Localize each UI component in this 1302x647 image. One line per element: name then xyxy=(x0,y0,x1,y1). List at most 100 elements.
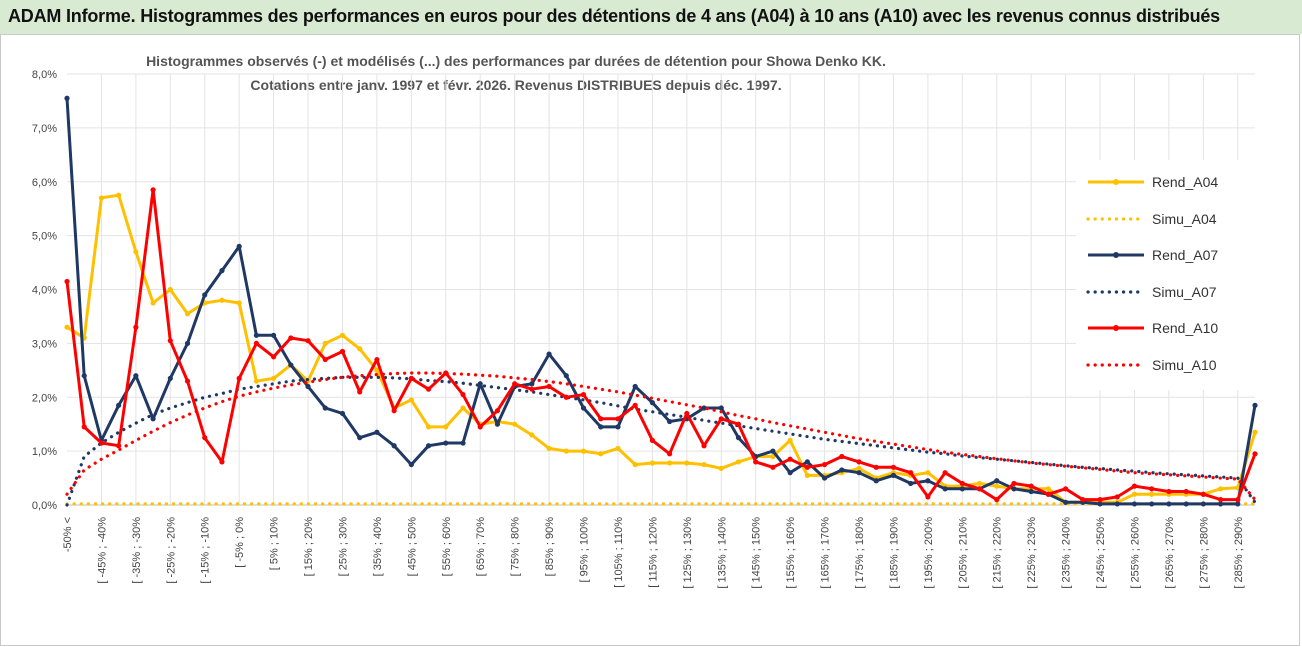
data-point-rend-a07 xyxy=(64,95,70,101)
data-point-rend-a07 xyxy=(735,435,742,441)
data-point-rend-a04 xyxy=(925,470,931,476)
data-point-rend-a04 xyxy=(649,460,655,466)
data-point-rend-a04 xyxy=(632,461,638,468)
data-point-rend-a04 xyxy=(253,378,259,384)
y-tick-label: 6,0% xyxy=(32,177,57,189)
data-point-rend-a10 xyxy=(856,459,862,465)
data-point-rend-a07 xyxy=(202,292,208,298)
data-point-rend-a07 xyxy=(873,478,879,484)
data-point-rend-a10 xyxy=(64,278,70,285)
data-point-rend-a04 xyxy=(735,459,742,465)
x-tick-label: [ 145% ; 150% xyxy=(751,517,763,589)
data-point-rend-a04 xyxy=(667,460,673,466)
data-point-rend-a10 xyxy=(994,497,1000,503)
data-point-rend-a07 xyxy=(925,478,931,484)
data-point-rend-a07 xyxy=(1114,501,1120,507)
x-tick-label: [ 105% ; 110% xyxy=(613,517,625,588)
data-point-rend-a10 xyxy=(81,424,87,430)
data-point-rend-a07 xyxy=(133,373,139,379)
data-point-rend-a10 xyxy=(959,480,965,487)
data-point-rend-a04 xyxy=(770,453,776,460)
data-point-rend-a10 xyxy=(718,416,724,422)
data-point-rend-a04 xyxy=(150,300,156,306)
x-tick-label: [ 175% ; 180% xyxy=(854,517,866,589)
legend-swatch-simu-a07 xyxy=(1086,289,1146,294)
data-point-rend-a04 xyxy=(184,311,191,317)
data-point-rend-a10 xyxy=(271,354,277,360)
data-point-rend-a10 xyxy=(339,348,346,355)
legend-swatch-rend-a04 xyxy=(1088,179,1144,185)
data-point-rend-a10 xyxy=(1183,488,1189,495)
x-tick-label: [ -45% ; -40% xyxy=(96,517,108,584)
data-point-rend-a10 xyxy=(942,470,948,476)
data-point-rend-a07 xyxy=(425,443,432,449)
data-point-rend-a10 xyxy=(236,375,242,381)
data-point-rend-a04 xyxy=(701,461,707,468)
data-point-rend-a07 xyxy=(649,400,655,406)
data-point-rend-a07 xyxy=(546,351,552,357)
x-tick-label: [ 225% ; 230% xyxy=(1026,517,1038,589)
data-point-rend-a07 xyxy=(1131,501,1138,507)
x-tick-label: [ -25% ; -20% xyxy=(165,517,177,584)
x-tick-label: [ 205% ; 210% xyxy=(957,517,969,589)
legend-label: Simu_A04 xyxy=(1152,210,1217,227)
data-point-rend-a10 xyxy=(133,324,139,330)
data-point-rend-a07 xyxy=(839,467,845,473)
x-tick-label: [ -15% ; -10% xyxy=(200,517,212,584)
x-tick-label: [ 95% ; 100% xyxy=(579,517,591,583)
x-tick-label: [ 35% ; 40% xyxy=(372,517,384,577)
data-point-rend-a07 xyxy=(167,375,173,381)
data-point-rend-a07 xyxy=(460,440,466,446)
x-tick-label: [ 65% ; 70% xyxy=(475,517,487,577)
data-point-rend-a04 xyxy=(976,480,983,487)
series-line-simu-a07 xyxy=(65,375,1257,507)
x-tick-label: [ 115% ; 120% xyxy=(647,517,659,588)
data-point-rend-a10 xyxy=(1131,483,1138,489)
data-point-rend-a04 xyxy=(219,297,225,303)
x-tick-label: [ 55% ; 60% xyxy=(441,517,453,577)
data-point-rend-a07 xyxy=(1200,501,1206,507)
y-tick-label: 8,0% xyxy=(32,69,57,81)
data-point-rend-a10 xyxy=(1045,491,1051,497)
y-tick-label: 5,0% xyxy=(32,231,57,243)
data-point-rend-a10 xyxy=(1252,451,1258,457)
data-point-rend-a07 xyxy=(1252,402,1258,408)
data-point-rend-a10 xyxy=(1200,491,1206,497)
data-point-rend-a07 xyxy=(271,332,277,338)
legend-label: Simu_A07 xyxy=(1152,283,1217,300)
data-point-rend-a07 xyxy=(959,486,965,492)
data-point-rend-a10 xyxy=(374,356,380,363)
data-point-rend-a10 xyxy=(253,340,259,346)
data-point-rend-a10 xyxy=(1114,494,1120,500)
data-point-rend-a07 xyxy=(1166,501,1172,507)
x-tick-label: [ 15% ; 20% xyxy=(303,517,315,577)
series-line-rend-a10 xyxy=(65,188,1257,502)
x-tick-label: [ -35% ; -30% xyxy=(131,517,143,584)
data-point-rend-a10 xyxy=(839,453,845,460)
x-tick-label: [ -5% ; 0% xyxy=(234,517,246,568)
x-tick-label: [ 255% ; 260% xyxy=(1129,517,1141,589)
data-point-rend-a04 xyxy=(1149,491,1155,497)
data-point-rend-a10 xyxy=(1217,497,1224,503)
series-line-rend-a04 xyxy=(66,193,1257,504)
data-point-rend-a07 xyxy=(942,486,948,492)
data-point-rend-a10 xyxy=(357,389,363,395)
data-point-rend-a07 xyxy=(580,405,587,411)
data-point-rend-a10 xyxy=(649,437,655,443)
data-point-rend-a04 xyxy=(357,346,363,352)
data-point-rend-a10 xyxy=(116,443,122,449)
x-tick-label: [ 135% ; 140% xyxy=(716,517,728,589)
data-point-rend-a04 xyxy=(116,192,122,198)
x-tick-label: [ 275% ; 280% xyxy=(1198,517,1210,589)
data-point-rend-a04 xyxy=(563,448,569,454)
data-point-rend-a07 xyxy=(1011,486,1017,492)
data-point-rend-a04 xyxy=(546,445,552,452)
legend-label: Rend_A10 xyxy=(1152,320,1219,336)
data-point-rend-a07 xyxy=(632,383,638,390)
report-banner: ADAM Informe. Histogrammes des performan… xyxy=(0,0,1302,34)
data-point-rend-a10 xyxy=(908,470,914,476)
data-point-rend-a04 xyxy=(408,397,414,403)
data-point-rend-a04 xyxy=(529,432,535,438)
data-point-rend-a04 xyxy=(1131,491,1138,497)
data-point-rend-a04 xyxy=(460,405,466,411)
